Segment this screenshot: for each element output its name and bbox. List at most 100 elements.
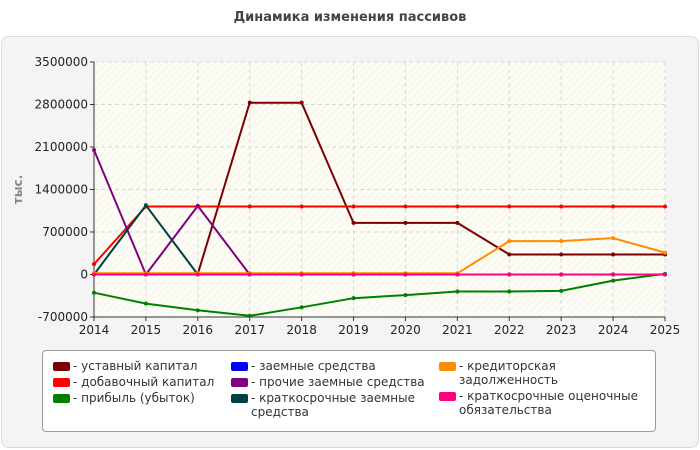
legend-item: - заемные средства bbox=[231, 359, 431, 373]
data-point bbox=[299, 100, 304, 105]
legend-swatch bbox=[231, 394, 248, 403]
legend-swatch bbox=[53, 394, 70, 403]
y-tick-label: 1400000 bbox=[35, 183, 88, 197]
data-point bbox=[143, 301, 148, 306]
data-point bbox=[299, 305, 304, 310]
y-tick-label: 3500000 bbox=[35, 55, 88, 69]
legend-item: - добавочный капитал bbox=[53, 375, 238, 389]
data-point bbox=[403, 272, 408, 277]
data-point bbox=[92, 290, 96, 295]
data-point bbox=[611, 278, 616, 283]
data-point bbox=[247, 100, 252, 105]
data-point bbox=[247, 313, 252, 318]
series-line-7 bbox=[94, 237, 666, 275]
y-tick-label: 2100000 bbox=[35, 140, 88, 154]
legend-item: - краткосрочные оценочные обязательства bbox=[439, 389, 651, 417]
legend-label: - прибыль (убыток) bbox=[73, 391, 195, 405]
y-tick-label: -700000 bbox=[38, 310, 88, 324]
legend-label: - краткосрочные оценочные обязательства bbox=[459, 389, 638, 417]
data-point bbox=[559, 239, 564, 244]
data-point bbox=[559, 204, 564, 209]
data-point bbox=[663, 250, 667, 255]
legend-swatch bbox=[53, 378, 70, 387]
legend-swatch bbox=[231, 378, 248, 387]
y-tick-label: 700000 bbox=[42, 225, 88, 239]
data-point bbox=[143, 203, 148, 208]
data-point bbox=[195, 308, 200, 313]
legend-label: - кредиторская задолженность bbox=[459, 359, 558, 387]
data-point bbox=[611, 204, 616, 209]
legend-label: - добавочный капитал bbox=[73, 375, 215, 389]
data-point bbox=[351, 204, 356, 209]
chart-title: Динамика изменения пассивов bbox=[233, 10, 467, 25]
legend-item: - прочие заемные средства bbox=[231, 375, 431, 389]
legend-swatch bbox=[439, 362, 456, 371]
legend-column-3: - кредиторская задолженность - краткосро… bbox=[439, 359, 651, 419]
x-tick-label: 2022 bbox=[494, 323, 525, 337]
data-point bbox=[559, 272, 564, 277]
data-point bbox=[507, 252, 512, 257]
data-point bbox=[507, 289, 512, 294]
data-point bbox=[299, 272, 304, 277]
x-tick-label: 2025 bbox=[650, 323, 681, 337]
data-point bbox=[611, 252, 616, 257]
x-tick-label: 2016 bbox=[183, 323, 214, 337]
data-point bbox=[611, 236, 616, 241]
legend-column-2: - заемные средства - прочие заемные сред… bbox=[231, 359, 431, 421]
data-point bbox=[247, 204, 252, 209]
x-tick-label: 2020 bbox=[390, 323, 421, 337]
x-tick-label: 2017 bbox=[234, 323, 265, 337]
y-tick-label: 0 bbox=[80, 268, 88, 282]
data-point bbox=[351, 220, 356, 225]
data-point bbox=[663, 272, 667, 277]
data-point bbox=[351, 296, 356, 301]
legend-swatch bbox=[53, 362, 70, 371]
x-tick-label: 2019 bbox=[338, 323, 369, 337]
data-point bbox=[507, 239, 512, 244]
data-point bbox=[611, 272, 616, 277]
x-tick-label: 2018 bbox=[286, 323, 317, 337]
data-point bbox=[92, 272, 96, 277]
data-point bbox=[455, 204, 460, 209]
legend-swatch bbox=[231, 362, 248, 371]
legend-swatch bbox=[439, 392, 456, 401]
data-point bbox=[455, 289, 460, 294]
data-point bbox=[143, 272, 148, 277]
data-point bbox=[195, 203, 200, 208]
data-point bbox=[507, 204, 512, 209]
legend-label: - уставный капитал bbox=[73, 359, 198, 373]
series-line-2 bbox=[93, 205, 665, 265]
data-point bbox=[507, 272, 512, 277]
y-tick-label: 2800000 bbox=[35, 98, 88, 112]
x-tick-label: 2024 bbox=[598, 323, 629, 337]
legend-item: - прибыль (убыток) bbox=[53, 391, 238, 405]
data-point bbox=[455, 220, 460, 225]
data-point bbox=[455, 272, 460, 277]
data-point bbox=[92, 262, 96, 267]
x-tick-label: 2015 bbox=[131, 323, 162, 337]
legend-label: - заемные средства bbox=[251, 359, 376, 373]
x-tick-label: 2014 bbox=[79, 323, 110, 337]
legend-item: - уставный капитал bbox=[53, 359, 238, 373]
data-point bbox=[403, 220, 408, 225]
data-point bbox=[559, 288, 564, 293]
x-tick-label: 2023 bbox=[546, 323, 577, 337]
y-axis-label: тыс. bbox=[11, 175, 25, 204]
legend: - уставный капитал - добавочный капитал … bbox=[42, 350, 656, 432]
data-point bbox=[403, 204, 408, 209]
data-point bbox=[299, 204, 304, 209]
legend-label: - краткосрочные заемные средства bbox=[251, 391, 415, 419]
legend-item: - кредиторская задолженность bbox=[439, 359, 651, 387]
legend-label: - прочие заемные средства bbox=[251, 375, 425, 389]
legend-column-1: - уставный капитал - добавочный капитал … bbox=[53, 359, 238, 407]
data-point bbox=[351, 272, 356, 277]
data-point bbox=[403, 293, 408, 298]
data-point bbox=[195, 272, 200, 277]
data-point bbox=[247, 272, 252, 277]
data-point bbox=[559, 252, 564, 257]
x-tick-label: 2021 bbox=[442, 323, 473, 337]
data-point bbox=[663, 204, 667, 209]
data-point bbox=[92, 148, 96, 153]
series-line-3 bbox=[93, 272, 666, 317]
